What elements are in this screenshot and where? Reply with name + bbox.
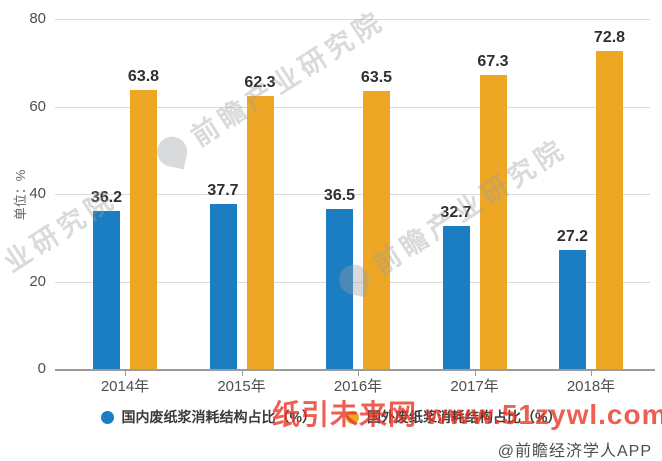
value-label: 62.3 — [244, 74, 276, 92]
source-credit: @前瞻经济学人APP — [497, 443, 652, 460]
value-label: 37.7 — [207, 182, 239, 200]
gridline-60 — [55, 106, 650, 108]
bar-domestic-2018年 — [559, 250, 586, 369]
legend: 国内废纸浆消耗结构占比（%） 国外废纸浆消耗结构占比（%） — [0, 407, 662, 427]
x-tick-label: 2015年 — [217, 378, 266, 395]
legend-item-domestic: 国内废纸浆消耗结构占比（%） — [100, 407, 316, 427]
gridline-40 — [55, 194, 650, 195]
x-tick-mark — [358, 370, 359, 376]
value-label: 27.2 — [556, 228, 589, 245]
value-label: 63.5 — [360, 69, 393, 87]
y-tick-label-40: 40 — [29, 185, 46, 202]
bar-domestic-2015年 — [209, 204, 237, 369]
bar-domestic-2017年 — [442, 225, 470, 369]
value-label: 32.7 — [440, 203, 472, 221]
legend-label: 国外废纸浆消耗结构占比（%） — [367, 409, 562, 425]
bar-domestic-2014年 — [93, 210, 120, 369]
x-tick-label: 2016年 — [333, 378, 383, 395]
x-tick-mark — [241, 370, 243, 376]
value-label: 36.5 — [323, 187, 356, 205]
x-tick-mark — [474, 370, 476, 376]
x-axis-line — [55, 369, 655, 371]
x-tick-mark — [125, 370, 126, 376]
y-tick-label-60: 60 — [29, 97, 46, 115]
bar-domestic-2016年 — [326, 209, 353, 369]
bar-foreign-2014年 — [130, 89, 157, 369]
legend-label: 国内废纸浆消耗结构占比（%） — [121, 409, 316, 425]
x-tick-label: 2018年 — [566, 378, 616, 395]
bar-foreign-2018年 — [596, 50, 623, 369]
bar-foreign-2017年 — [479, 74, 507, 369]
red-watermark-text: 纸引未来网 www.51zywl.com — [272, 399, 662, 430]
value-label: 36.2 — [90, 188, 123, 206]
x-tick-label: 2014年 — [100, 378, 150, 395]
qianzhan-logo-icon — [154, 133, 190, 170]
value-label: 72.8 — [593, 28, 626, 46]
legend-dot-icon — [346, 410, 359, 424]
legend-dot-icon — [100, 410, 114, 424]
y-tick-label-0: 0 — [37, 360, 46, 377]
y-tick-label-20: 20 — [29, 272, 46, 290]
x-tick-label: 2017年 — [450, 378, 499, 395]
x-tick-mark — [591, 370, 592, 376]
y-tick-label-80: 80 — [29, 10, 46, 27]
value-label: 63.8 — [127, 67, 160, 85]
bar-foreign-2016年 — [363, 91, 390, 369]
value-label: 67.3 — [477, 52, 509, 70]
bar-foreign-2015年 — [246, 96, 274, 369]
legend-item-foreign: 国外废纸浆消耗结构占比（%） — [346, 407, 561, 427]
gridline-80 — [55, 19, 650, 20]
